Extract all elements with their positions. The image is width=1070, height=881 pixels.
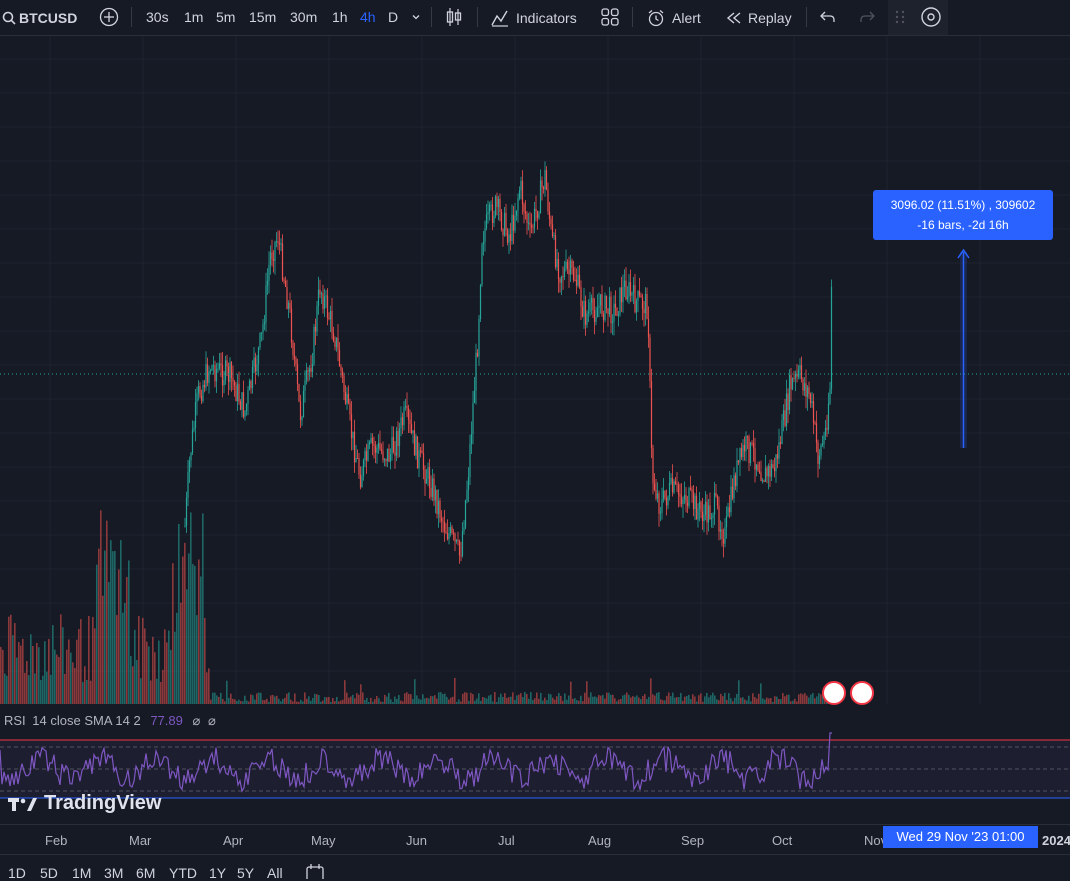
symbol-search[interactable]: BTCUSD (2, 0, 77, 35)
range-all[interactable]: All (267, 865, 283, 881)
divider (477, 7, 478, 27)
volume-series (0, 510, 832, 704)
top-toolbar: BTCUSD 30s 1m 5m 15m 30m 1h 4h D Indicat… (0, 0, 1070, 36)
alert-button[interactable]: Alert (646, 0, 701, 35)
indicators-label: Indicators (516, 9, 577, 26)
candles-icon[interactable] (444, 6, 464, 28)
tf-d[interactable]: D (388, 9, 399, 25)
hide-icon[interactable]: ⌀ (192, 713, 201, 728)
replay-label: Replay (748, 9, 792, 26)
time-label: Jul (498, 833, 515, 848)
time-label: Aug (588, 833, 612, 848)
range-6m[interactable]: 6M (136, 865, 156, 881)
range-ytd[interactable]: YTD (169, 865, 197, 881)
time-label: Nov (864, 833, 888, 848)
tf-4h[interactable]: 4h (360, 9, 376, 25)
tf-5m[interactable]: 5m (216, 9, 236, 25)
range-1m[interactable]: 1M (72, 865, 92, 881)
tf-1h[interactable]: 1h (332, 9, 348, 25)
drag-handle-icon[interactable] (894, 9, 906, 25)
indicators-icon (490, 8, 510, 28)
time-label: Feb (45, 833, 68, 848)
rsi-value: 77.89 (150, 713, 183, 728)
tradingview-logo-icon (8, 797, 37, 811)
tf-30s[interactable]: 30s (146, 9, 169, 25)
divider (632, 7, 633, 27)
tf-1m[interactable]: 1m (184, 9, 204, 25)
source-icon[interactable]: ⌀ (207, 713, 216, 728)
layout-grid-icon[interactable] (600, 7, 620, 27)
measure-arrow (957, 248, 970, 448)
tf-15m[interactable]: 15m (249, 9, 277, 25)
range-1y[interactable]: 1Y (209, 865, 227, 881)
rewind-icon (724, 10, 744, 26)
tradingview-logo: TradingView (8, 792, 161, 815)
time-label: May (311, 833, 336, 848)
time-label: Mar (129, 833, 152, 848)
measure-bars: -16 bars, -2d 16h (917, 218, 1009, 232)
time-label: Apr (223, 833, 244, 848)
redo-icon[interactable] (858, 8, 876, 26)
alert-label: Alert (672, 9, 701, 26)
range-5y[interactable]: 5Y (237, 865, 255, 881)
tf-30m[interactable]: 30m (290, 9, 318, 25)
measure-tooltip: 3096.02 (11.51%) , 309602 -16 bars, -2d … (873, 190, 1053, 240)
range-5d[interactable]: 5D (40, 865, 58, 881)
search-icon (2, 11, 16, 25)
range-bar: 1D 5D 1M 3M 6M YTD 1Y 5Y All (0, 854, 1070, 881)
rsi-pane[interactable] (0, 705, 1070, 823)
range-1d[interactable]: 1D (8, 865, 26, 881)
chevron-down-icon[interactable] (410, 11, 422, 23)
rsi-line (0, 732, 832, 793)
range-3m[interactable]: 3M (104, 865, 124, 881)
time-label: 2024 (1042, 833, 1070, 848)
chart-grid (0, 36, 1070, 704)
divider (431, 7, 432, 27)
add-symbol-icon[interactable] (99, 7, 119, 27)
watermark-text: TradingView (44, 792, 162, 814)
crosshair-time-label: Wed 29 Nov '23 01:00 (883, 826, 1038, 848)
price-chart[interactable] (0, 36, 1070, 704)
measure-change: 3096.02 (11.51%) , 309602 (890, 198, 1036, 212)
time-label: Sep (681, 833, 705, 848)
us-flag-event-icon[interactable] (850, 681, 874, 705)
rsi-params: 14 close SMA 14 2 (32, 713, 141, 728)
indicators-button[interactable]: Indicators (490, 0, 577, 35)
calendar-icon[interactable] (305, 863, 325, 879)
alarm-clock-icon (646, 8, 666, 28)
time-label: Jun (406, 833, 427, 848)
rsi-legend[interactable]: RSI 14 close SMA 14 2 77.89 ⌀ ⌀ (4, 713, 216, 729)
divider (806, 7, 807, 27)
divider (131, 7, 132, 27)
time-label: Oct (772, 833, 793, 848)
candles-series (184, 161, 833, 564)
settings-icon[interactable] (920, 6, 942, 28)
replay-button[interactable]: Replay (724, 0, 792, 35)
rsi-name: RSI (4, 713, 26, 728)
symbol-label: BTCUSD (19, 9, 78, 26)
floating-toolbar (888, 0, 948, 35)
time-axis[interactable]: Feb Mar Apr May Jun Jul Aug Sep Oct Nov … (0, 824, 1070, 855)
undo-icon[interactable] (819, 8, 837, 26)
us-flag-event-icon[interactable] (822, 681, 846, 705)
